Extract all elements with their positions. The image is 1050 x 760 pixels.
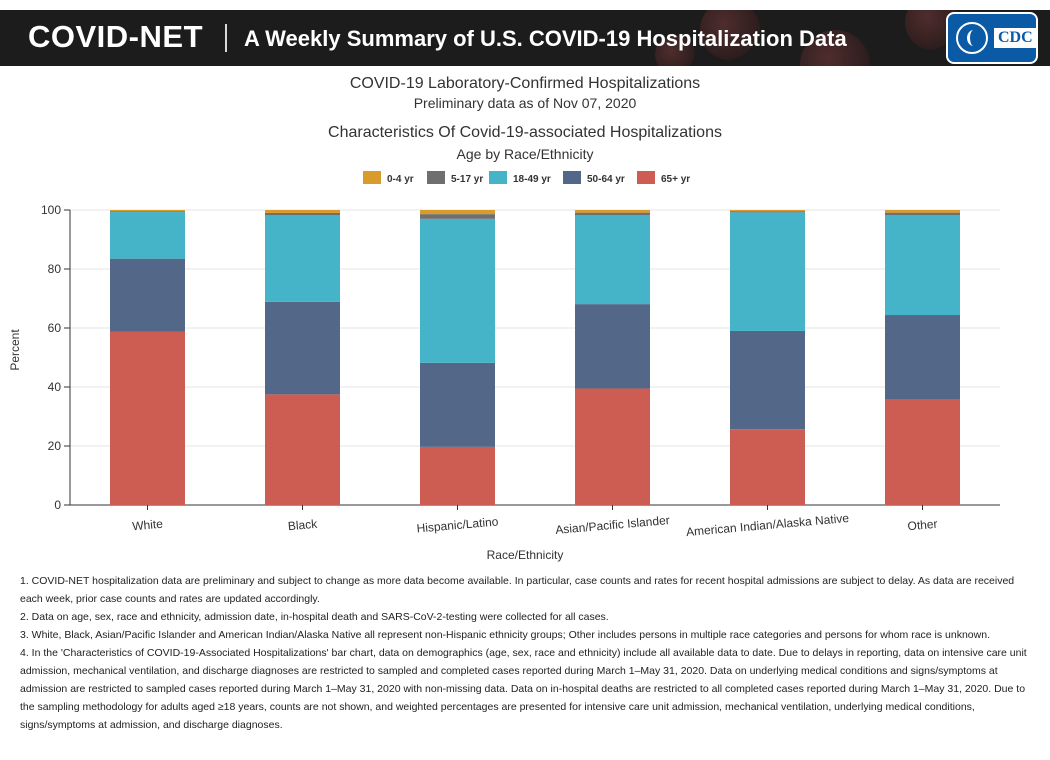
bar-segment: [575, 215, 650, 305]
x-tick-label: Other: [907, 517, 938, 534]
bar-segment: [420, 214, 495, 219]
header-divider: [225, 24, 227, 52]
legend-label: 0-4 yr: [387, 174, 414, 185]
footnote-1: 1. COVID-NET hospitalization data are pr…: [20, 575, 1015, 605]
header-banner: COVID-NET A Weekly Summary of U.S. COVID…: [0, 10, 1050, 66]
y-axis-title: Percent: [8, 329, 22, 371]
y-tick-label: 40: [48, 380, 62, 394]
bar-segment: [265, 301, 340, 395]
y-tick-label: 80: [48, 262, 62, 276]
virus-decoration: [655, 35, 695, 66]
footnote-3: 3. White, Black, Asian/Pacific Islander …: [20, 629, 990, 641]
bar-segment: [110, 211, 185, 213]
legend-swatch: [563, 171, 581, 184]
data-date: Preliminary data as of Nov 07, 2020: [413, 95, 637, 111]
bar-segment: [110, 258, 185, 332]
bar-segment: [730, 429, 805, 505]
bar-segment: [420, 362, 495, 447]
bar-segment: [885, 215, 960, 316]
stacked-bar-chart: 0-4 yr 5-17 yr 18-49 yr 50-64 yr 65+ yr 0 20 40…: [8, 171, 1000, 562]
legend-label: 18-49 yr: [513, 174, 551, 185]
bar-segment: [885, 399, 960, 505]
cdc-logo[interactable]: CDC: [946, 12, 1038, 64]
bar-segment: [420, 446, 495, 505]
bar-segment: [265, 215, 340, 302]
x-tick-label: Asian/Pacific Islander: [555, 513, 671, 537]
x-axis-title: Race/Ethnicity: [487, 548, 564, 562]
legend-label: 5-17 yr: [451, 174, 483, 185]
bar-segment: [730, 211, 805, 213]
legend-label: 65+ yr: [661, 174, 690, 185]
footnote-2: 2. Data on age, sex, race and ethnicity,…: [20, 611, 609, 623]
y-tick-label: 0: [54, 498, 61, 512]
page-title: COVID-19 Laboratory-Confirmed Hospitaliz…: [349, 75, 701, 92]
x-tick-label: Hispanic/Latino: [416, 514, 499, 535]
bar-segment: [575, 304, 650, 389]
chart-subtitle: Age by Race/Ethnicity: [456, 146, 594, 162]
legend-swatch: [489, 171, 507, 184]
y-tick-label: 20: [48, 439, 62, 453]
footnote-4: 4. In the 'Characteristics of COVID-19-A…: [20, 647, 1027, 731]
bar-segment: [575, 388, 650, 505]
x-tick-label: White: [132, 517, 164, 534]
bar-segment: [885, 212, 960, 216]
chart-title: Characteristics Of Covid-19-associated H…: [328, 124, 722, 141]
bar-segment: [420, 210, 495, 215]
y-tick-label: 60: [48, 321, 62, 335]
legend-label: 50-64 yr: [587, 174, 625, 185]
x-tick-label: American Indian/Alaska Native: [685, 511, 849, 539]
bar-segment: [885, 315, 960, 400]
bar-segment: [730, 212, 805, 331]
legend-swatch: [427, 171, 445, 184]
bar-segment: [730, 330, 805, 430]
hhs-seal-icon: [956, 22, 988, 54]
y-tick-label: 100: [41, 203, 61, 217]
bar-segment: [110, 331, 185, 505]
cdc-logo-text: CDC: [994, 28, 1037, 48]
bar-segment: [110, 212, 185, 259]
bar-segment: [265, 394, 340, 505]
bar-segment: [575, 212, 650, 216]
legend-swatch: [637, 171, 655, 184]
header-tagline: A Weekly Summary of U.S. COVID-19 Hospit…: [244, 26, 847, 51]
x-tick-label: Black: [287, 517, 318, 534]
bar-segment: [265, 210, 340, 213]
virus-decoration: [700, 10, 760, 60]
bar-segment: [885, 210, 960, 213]
legend-swatch: [363, 171, 381, 184]
brand-title: COVID-NET: [28, 19, 203, 54]
bar-segment: [730, 210, 805, 212]
bar-segment: [420, 218, 495, 363]
footnotes: 1. COVID-NET hospitalization data are pr…: [20, 572, 1030, 734]
bar-segment: [110, 210, 185, 212]
bar-segment: [575, 210, 650, 213]
bar-segment: [265, 212, 340, 216]
